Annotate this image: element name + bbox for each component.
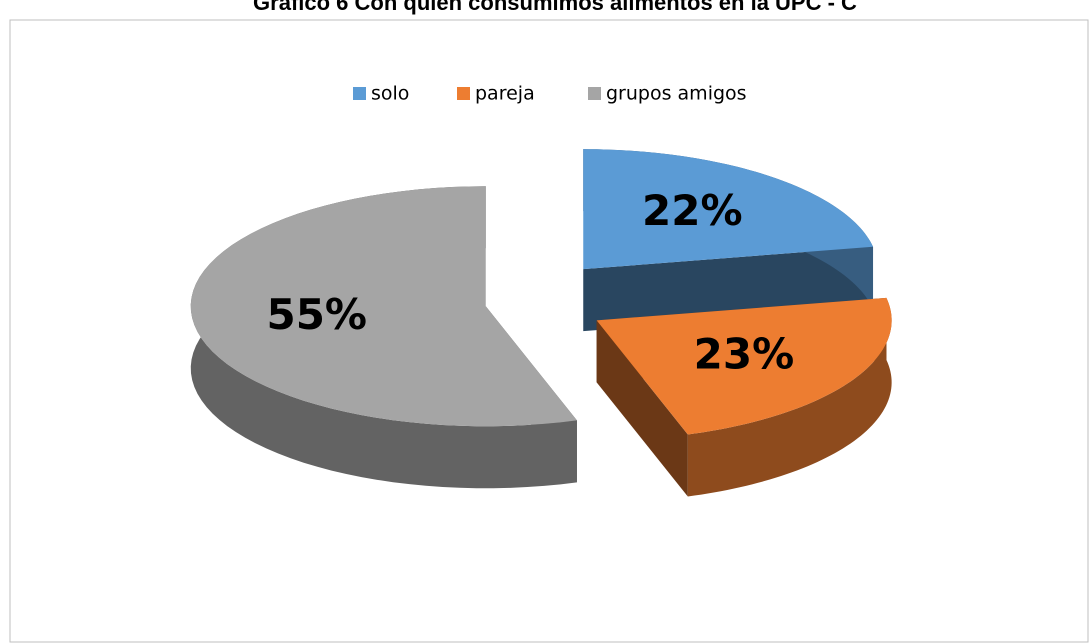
slice-top [596, 297, 892, 435]
pie-slice [190, 186, 577, 489]
value-label: 55% [266, 290, 367, 339]
chart-title: Grafico 6 Con quien consumimos alimentos… [253, 0, 857, 15]
slice-wall [687, 297, 892, 497]
legend-swatch [457, 87, 470, 100]
value-label: 23% [694, 330, 795, 379]
legend-swatch [588, 87, 601, 100]
value-label: 22% [642, 186, 743, 235]
legend-label: grupos amigos [606, 83, 747, 105]
slice-side [596, 320, 688, 497]
slice-top [190, 186, 577, 427]
legend-label: pareja [475, 83, 535, 105]
slice-top [583, 149, 874, 270]
pie-slice [596, 297, 892, 497]
pie-slice [583, 149, 874, 332]
legend-label: solo [371, 83, 409, 105]
legend-swatch [353, 87, 366, 100]
chart-frame [9, 19, 1089, 643]
